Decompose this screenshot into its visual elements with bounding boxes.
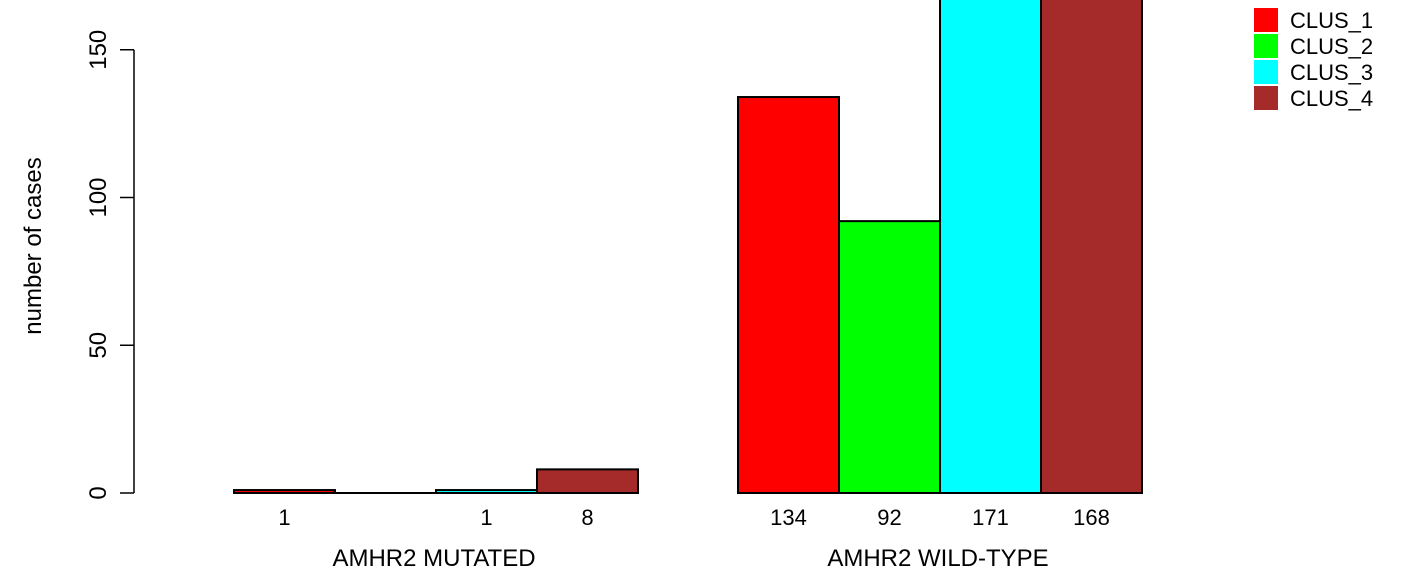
- bar-clus-4-group-2: [1041, 0, 1142, 493]
- bar-clus-2-group-2: [839, 221, 940, 493]
- bar-value-label: 1: [480, 505, 492, 530]
- bar-value-label: 134: [770, 505, 807, 530]
- legend-swatch-3: [1254, 60, 1278, 84]
- y-tick-label-100: 100: [85, 177, 112, 217]
- legend-swatch-1: [1254, 8, 1278, 32]
- legend-label-3: CLUS_3: [1290, 60, 1373, 85]
- legend-label-2: CLUS_2: [1290, 34, 1373, 59]
- y-axis: 0 50 100 150: [85, 30, 134, 500]
- bar-clus-1-group-1: [234, 490, 335, 493]
- bar-clus-3-group-1: [436, 490, 537, 493]
- legend-label-1: CLUS_1: [1290, 8, 1373, 33]
- bar-clus-4-group-1: [537, 469, 638, 493]
- bar-value-label: 168: [1073, 505, 1110, 530]
- bar-value-label: 1: [278, 505, 290, 530]
- legend-label-4: CLUS_4: [1290, 86, 1373, 111]
- y-axis-label: number of cases: [20, 157, 47, 334]
- group-label-mutated: AMHR2 MUTATED: [332, 545, 535, 572]
- y-tick-label-50: 50: [85, 332, 112, 359]
- y-tick-label-0: 0: [85, 486, 112, 499]
- y-tick-label-150: 150: [85, 30, 112, 70]
- bars: [234, 0, 1142, 493]
- bar-value-label: 8: [581, 505, 593, 530]
- bar-value-labels: 1 1 8 134 92 171 168: [278, 505, 1109, 530]
- bar-value-label: 92: [877, 505, 901, 530]
- bar-clus-1-group-2: [738, 97, 839, 493]
- legend-swatch-2: [1254, 34, 1278, 58]
- legend-swatch-4: [1254, 86, 1278, 110]
- bar-value-label: 171: [972, 505, 1009, 530]
- bar-clus-3-group-2: [940, 0, 1041, 493]
- group-label-wild-type: AMHR2 WILD-TYPE: [827, 545, 1048, 572]
